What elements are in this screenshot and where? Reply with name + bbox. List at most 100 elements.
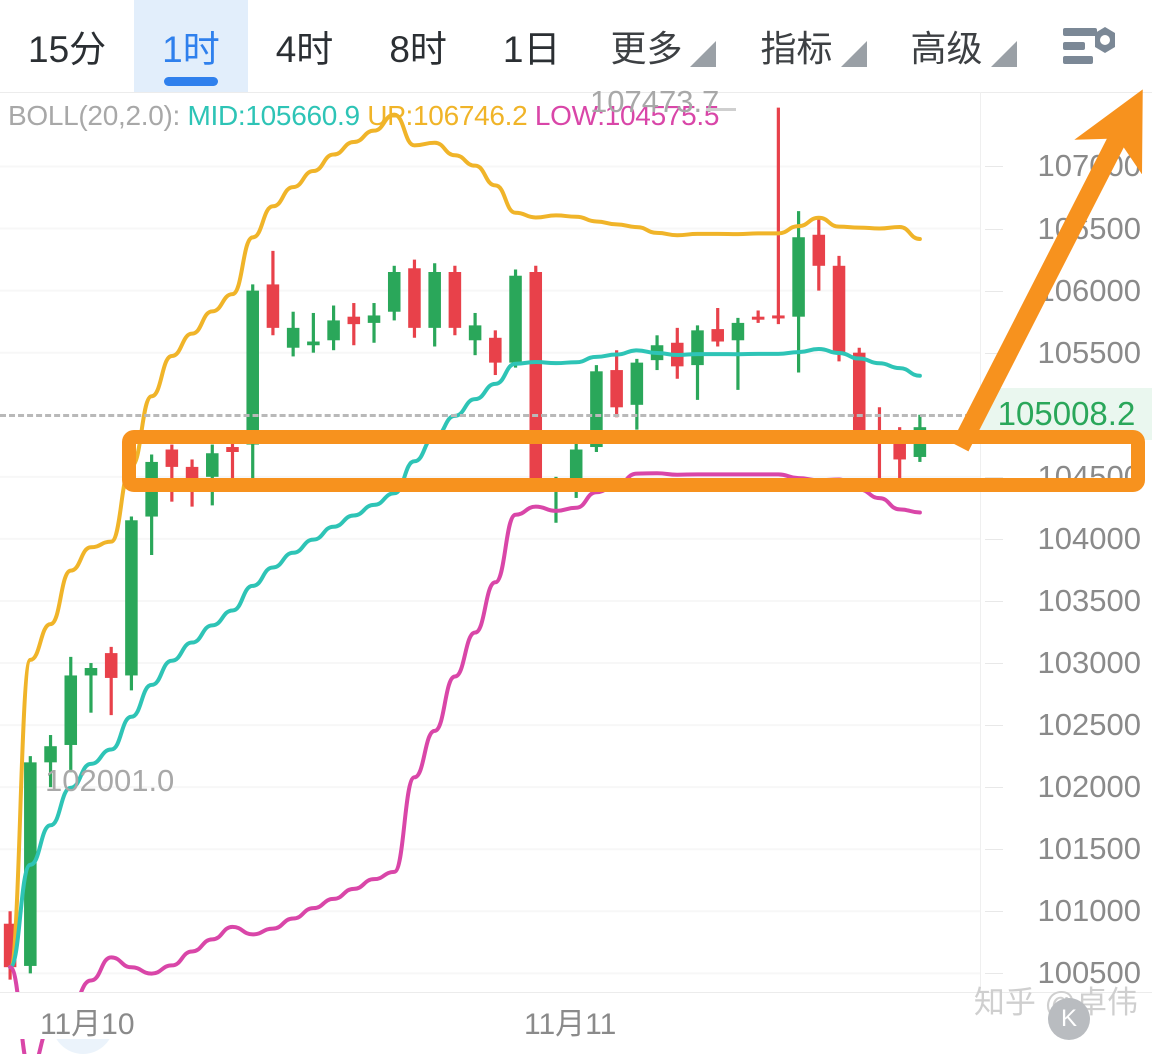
menu-indicators[interactable]: 指标 bbox=[738, 0, 888, 92]
candle bbox=[428, 272, 441, 328]
candle bbox=[367, 315, 381, 323]
candle bbox=[590, 371, 603, 448]
time-axis: 11月10 11月11 bbox=[0, 992, 1152, 1041]
tab-label: 1时 bbox=[162, 29, 220, 70]
price-axis-tick bbox=[985, 538, 1003, 540]
menu-label: 更多 bbox=[610, 28, 683, 69]
candle bbox=[125, 520, 138, 676]
k-badge: K bbox=[1048, 998, 1090, 1040]
candle bbox=[610, 370, 623, 408]
tab-15m[interactable]: 15分 bbox=[0, 0, 134, 92]
chevron-down-icon bbox=[990, 41, 1017, 67]
price-axis-label: 103500 bbox=[1037, 582, 1141, 618]
candle bbox=[792, 237, 805, 317]
tab-label: 8时 bbox=[389, 29, 447, 70]
price-axis-tick bbox=[985, 973, 1003, 975]
candle bbox=[226, 447, 239, 452]
price-axis-tick bbox=[985, 166, 1003, 168]
price-axis-tick bbox=[985, 290, 1003, 292]
menu-advanced[interactable]: 高级 bbox=[889, 0, 1039, 92]
candle bbox=[489, 337, 502, 363]
candle bbox=[327, 320, 340, 341]
candle bbox=[852, 352, 866, 438]
boll-indicator-legend[interactable]: BOLL(20,2.0): MID:105660.9 UP:106746.2 L… bbox=[8, 100, 719, 132]
price-axis-label: 106000 bbox=[1037, 272, 1141, 308]
current-price-line bbox=[0, 413, 980, 417]
high-price-leader-line bbox=[706, 107, 736, 111]
price-axis-label: 101500 bbox=[1037, 831, 1141, 867]
candle bbox=[64, 675, 78, 745]
candle bbox=[832, 265, 846, 353]
price-axis-tick bbox=[985, 600, 1003, 602]
timeframe-toolbar: 15分 1时 4时 8时 1日 更多 指标 高级 bbox=[0, 0, 1152, 93]
price-axis-tick bbox=[985, 228, 1003, 230]
price-axis-tick bbox=[985, 849, 1003, 851]
price-axis-label: 106500 bbox=[1037, 210, 1141, 246]
price-axis-label: 102500 bbox=[1037, 707, 1141, 743]
low-price-callout: 102001.0 bbox=[45, 763, 175, 799]
price-axis-label: 102000 bbox=[1037, 769, 1141, 805]
tab-label: 1日 bbox=[502, 29, 561, 70]
candle bbox=[812, 234, 826, 266]
time-tick-0: 11月10 bbox=[40, 1008, 135, 1041]
candle bbox=[307, 341, 320, 346]
candle bbox=[286, 327, 300, 348]
price-axis[interactable]: 107000 106500 106000 105500 104500 104000 1035… bbox=[980, 92, 1152, 992]
price-axis-tick bbox=[985, 476, 1003, 478]
candle bbox=[448, 272, 462, 328]
candle bbox=[206, 453, 219, 477]
candle bbox=[185, 466, 199, 480]
candle bbox=[266, 284, 280, 328]
tab-1d[interactable]: 1日 bbox=[475, 0, 589, 92]
chevron-down-icon bbox=[840, 41, 867, 67]
menu-more[interactable]: 更多 bbox=[588, 0, 738, 92]
candle bbox=[509, 275, 522, 363]
settings-sliders-icon[interactable] bbox=[1039, 0, 1139, 92]
candle bbox=[104, 653, 118, 678]
price-axis-label: 107000 bbox=[1037, 148, 1141, 184]
price-axis-tick bbox=[985, 787, 1003, 789]
tab-8h[interactable]: 8时 bbox=[361, 0, 475, 92]
candle bbox=[772, 315, 785, 319]
tab-label: 4时 bbox=[275, 29, 334, 70]
boll-legend-mid: MID:105660.9 bbox=[187, 100, 360, 131]
candle bbox=[711, 329, 724, 342]
price-axis-tick bbox=[985, 352, 1003, 354]
candle bbox=[44, 746, 57, 763]
time-tick-1: 11月11 bbox=[524, 1008, 617, 1041]
chart-canvas bbox=[0, 107, 980, 1054]
candle bbox=[630, 362, 644, 405]
price-axis-label: 103000 bbox=[1037, 645, 1141, 681]
plot-area[interactable] bbox=[0, 92, 980, 1054]
price-axis-tick bbox=[985, 725, 1003, 727]
candle bbox=[347, 316, 361, 325]
price-axis-label: 105500 bbox=[1037, 334, 1141, 370]
price-axis-label: 104000 bbox=[1037, 520, 1141, 556]
price-axis-label: 101000 bbox=[1037, 893, 1141, 929]
candle bbox=[165, 449, 179, 467]
support-zone-highlight bbox=[122, 429, 1145, 492]
boll-legend-name: BOLL(20,2.0): bbox=[8, 100, 180, 131]
candle bbox=[751, 316, 765, 320]
candle bbox=[84, 668, 98, 676]
tab-4h[interactable]: 4时 bbox=[248, 0, 362, 92]
active-tab-indicator bbox=[163, 77, 218, 86]
candlestick-chart[interactable]: 107000 106500 106000 105500 104500 104000 1035… bbox=[0, 84, 1152, 1054]
price-axis-tick bbox=[985, 663, 1003, 665]
candle bbox=[691, 330, 704, 366]
candle bbox=[387, 272, 401, 312]
menu-label: 指标 bbox=[760, 28, 833, 69]
menu-label: 高级 bbox=[910, 28, 983, 69]
boll-legend-low: LOW:104575.5 bbox=[534, 100, 720, 131]
price-axis-tick bbox=[985, 911, 1003, 913]
tab-1h[interactable]: 1时 bbox=[134, 0, 248, 92]
candle bbox=[731, 322, 745, 341]
tab-label: 15分 bbox=[28, 29, 107, 70]
candle bbox=[468, 325, 482, 341]
candle bbox=[408, 268, 421, 328]
chevron-down-icon bbox=[690, 41, 717, 67]
price-axis-label: 100500 bbox=[1037, 955, 1141, 991]
candle bbox=[246, 290, 259, 445]
high-price-callout: 107473.7 bbox=[590, 83, 720, 119]
candle bbox=[569, 449, 583, 482]
